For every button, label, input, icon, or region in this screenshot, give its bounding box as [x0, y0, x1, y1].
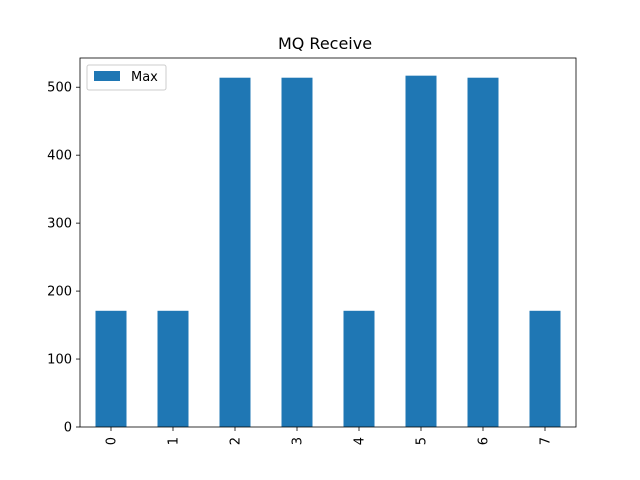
y-tick-label-0: 0	[64, 421, 72, 436]
y-tick-label-100: 100	[47, 353, 72, 368]
bar-6	[467, 77, 499, 427]
legend-label: Max	[131, 70, 158, 85]
x-axis: 0 1 2 3 4 5 6 7	[105, 427, 554, 445]
bar-2	[219, 77, 251, 427]
x-tick-label-0: 0	[105, 437, 120, 445]
x-tick-label-2: 2	[229, 437, 244, 445]
bar-3	[281, 77, 313, 427]
y-axis: 0 100 200 300 400 500	[47, 81, 80, 436]
y-tick-label-500: 500	[47, 81, 72, 96]
y-tick-label-300: 300	[47, 217, 72, 232]
x-tick-label-4: 4	[353, 437, 368, 445]
bar-5	[405, 75, 437, 427]
x-tick-label-6: 6	[477, 437, 492, 445]
x-tick-label-1: 1	[167, 437, 182, 445]
x-tick-label-5: 5	[415, 437, 430, 445]
y-tick-label-200: 200	[47, 285, 72, 300]
x-tick-label-7: 7	[539, 437, 554, 445]
bar-7	[529, 310, 561, 427]
legend: Max	[86, 64, 167, 91]
plot-frame	[79, 57, 577, 428]
bar-1	[157, 310, 189, 427]
bar-4	[343, 310, 375, 427]
legend-swatch	[94, 71, 120, 81]
bars-group	[95, 75, 561, 427]
chart-title: MQ Receive	[278, 34, 372, 53]
bar-0	[95, 310, 127, 427]
x-tick-label-3: 3	[291, 437, 306, 445]
y-tick-label-400: 400	[47, 149, 72, 164]
